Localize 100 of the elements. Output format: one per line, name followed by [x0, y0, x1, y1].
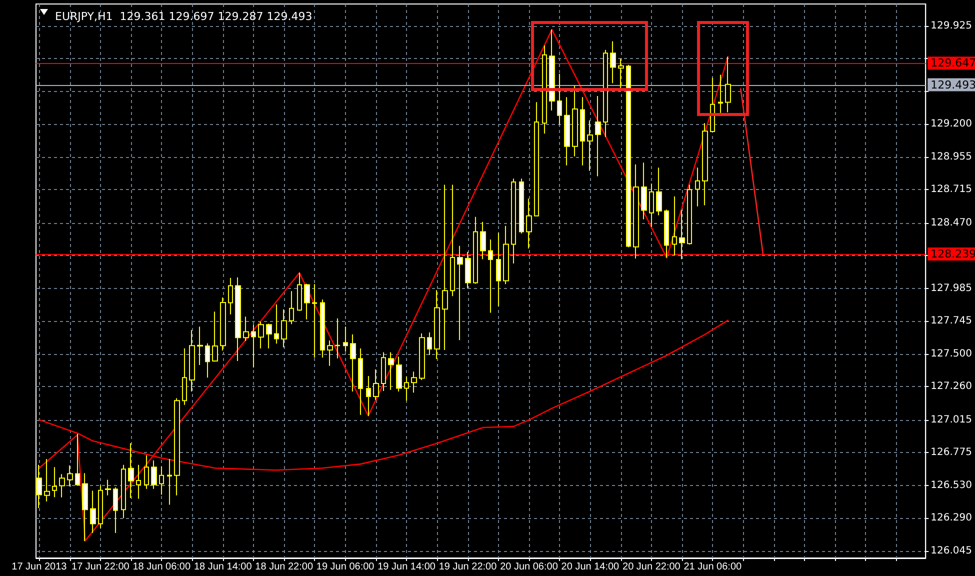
- candlestick: [557, 73, 562, 126]
- candlestick: [465, 251, 471, 290]
- candlestick: [687, 184, 692, 246]
- candlestick: [434, 290, 440, 360]
- candlestick: [656, 167, 662, 216]
- candlestick: [105, 479, 111, 496]
- candlestick: [388, 352, 394, 390]
- y-tick-label: 126.290: [930, 512, 972, 524]
- candlestick: [572, 84, 578, 157]
- candlestick: [320, 298, 325, 358]
- y-tick-label: 127.260: [930, 381, 972, 392]
- y-tick-label: 127.985: [930, 283, 972, 294]
- candlestick: [450, 184, 455, 297]
- candlestick: [90, 490, 96, 534]
- candlestick: [121, 464, 126, 519]
- candlestick: [44, 458, 50, 502]
- candlestick: [587, 120, 593, 172]
- candlestick: [82, 472, 88, 542]
- candlestick: [258, 321, 264, 349]
- y-tick-label: 126.530: [930, 480, 972, 491]
- candlestick: [381, 352, 386, 392]
- candlestick: [672, 196, 677, 256]
- candlestick: [442, 184, 448, 350]
- candlestick: [159, 466, 164, 496]
- candlestick: [595, 96, 601, 177]
- candlestick: [189, 330, 195, 392]
- candlestick: [411, 371, 417, 394]
- ref-line-label: 129.493: [930, 78, 975, 92]
- candlestick: [496, 232, 501, 307]
- candlestick: [457, 245, 463, 341]
- candlestick: [251, 324, 256, 368]
- candlestick: [212, 311, 218, 362]
- candlestick: [618, 58, 624, 90]
- candlestick: [404, 376, 409, 402]
- candlestick: [59, 474, 65, 498]
- x-tick-label: 18 Jun 06:00: [132, 562, 191, 572]
- y-tick-label: 127.745: [930, 315, 972, 326]
- x-tick-label: 21 Jun 06:00: [684, 562, 742, 572]
- y-tick-label: 129.200: [930, 118, 972, 130]
- y-tick-label: 129.925: [930, 20, 972, 32]
- y-tick-label: 127.015: [930, 414, 972, 426]
- x-tick-label: 18 Jun 22:00: [255, 562, 314, 572]
- candlestick: [603, 49, 608, 138]
- candlestick: [243, 316, 249, 342]
- candlestick: [718, 74, 723, 114]
- candlestick: [113, 486, 118, 534]
- candlestick: [151, 460, 157, 490]
- candlestick: [167, 458, 172, 506]
- candlestick: [220, 296, 226, 352]
- text: EURJPY,H1 129.361 129.697 129.287 129.493: [55, 10, 312, 23]
- candlestick: [281, 308, 287, 348]
- candlestick: [289, 290, 294, 325]
- candlestick: [610, 40, 616, 84]
- candlestick: [626, 64, 631, 248]
- x-tick-label: 19 Jun 06:00: [316, 562, 375, 572]
- candlestick: [366, 375, 371, 416]
- y-tick-label: 128.470: [930, 217, 972, 228]
- x-tick-label: 17 Jun 22:00: [72, 562, 130, 572]
- candlestick: [503, 225, 509, 285]
- candlestick: [702, 122, 708, 206]
- candlestick: [534, 102, 539, 217]
- candlestick: [312, 284, 317, 358]
- candlestick: [297, 272, 302, 312]
- candlestick: [526, 198, 532, 249]
- candlestick: [519, 178, 524, 234]
- candlestick: [75, 433, 80, 486]
- candlestick: [327, 340, 333, 366]
- x-tick-label: 20 Jun 06:00: [500, 562, 558, 572]
- candlestick: [511, 178, 516, 264]
- candlestick: [633, 164, 639, 259]
- x-tick-label: 20 Jun 14:00: [561, 562, 620, 572]
- candlestick: [128, 442, 134, 499]
- y-tick-label: 128.955: [930, 152, 972, 163]
- candlestick: [304, 283, 310, 320]
- candlestick: [664, 209, 669, 258]
- candlestick: [396, 356, 402, 392]
- candlestick: [205, 342, 210, 378]
- x-tick-label: 20 Jun 22:00: [622, 562, 681, 572]
- candlestick: [343, 326, 348, 352]
- candlestick: [473, 216, 478, 284]
- y-tick-label: 126.775: [930, 446, 972, 458]
- candlestick: [235, 276, 241, 362]
- candlestick: [274, 304, 279, 344]
- candlestick: [350, 334, 356, 392]
- candlestick: [542, 45, 547, 134]
- candlestick: [488, 239, 493, 314]
- x-tick-label: 19 Jun 14:00: [378, 562, 436, 572]
- candlestick: [649, 183, 654, 228]
- candlestick: [549, 29, 555, 112]
- y-tick-label: 127.500: [930, 348, 972, 360]
- x-tick-label: 17 Jun 2013: [12, 562, 68, 572]
- candlestick: [373, 368, 379, 400]
- candlestick: [564, 96, 570, 166]
- candlestick: [98, 484, 103, 528]
- ref-line-label: 129.647: [930, 56, 975, 70]
- candlestick: [182, 348, 187, 406]
- candlestick: [266, 323, 272, 349]
- candlestick: [52, 466, 57, 498]
- candlestick: [228, 277, 233, 315]
- candlestick: [427, 332, 432, 356]
